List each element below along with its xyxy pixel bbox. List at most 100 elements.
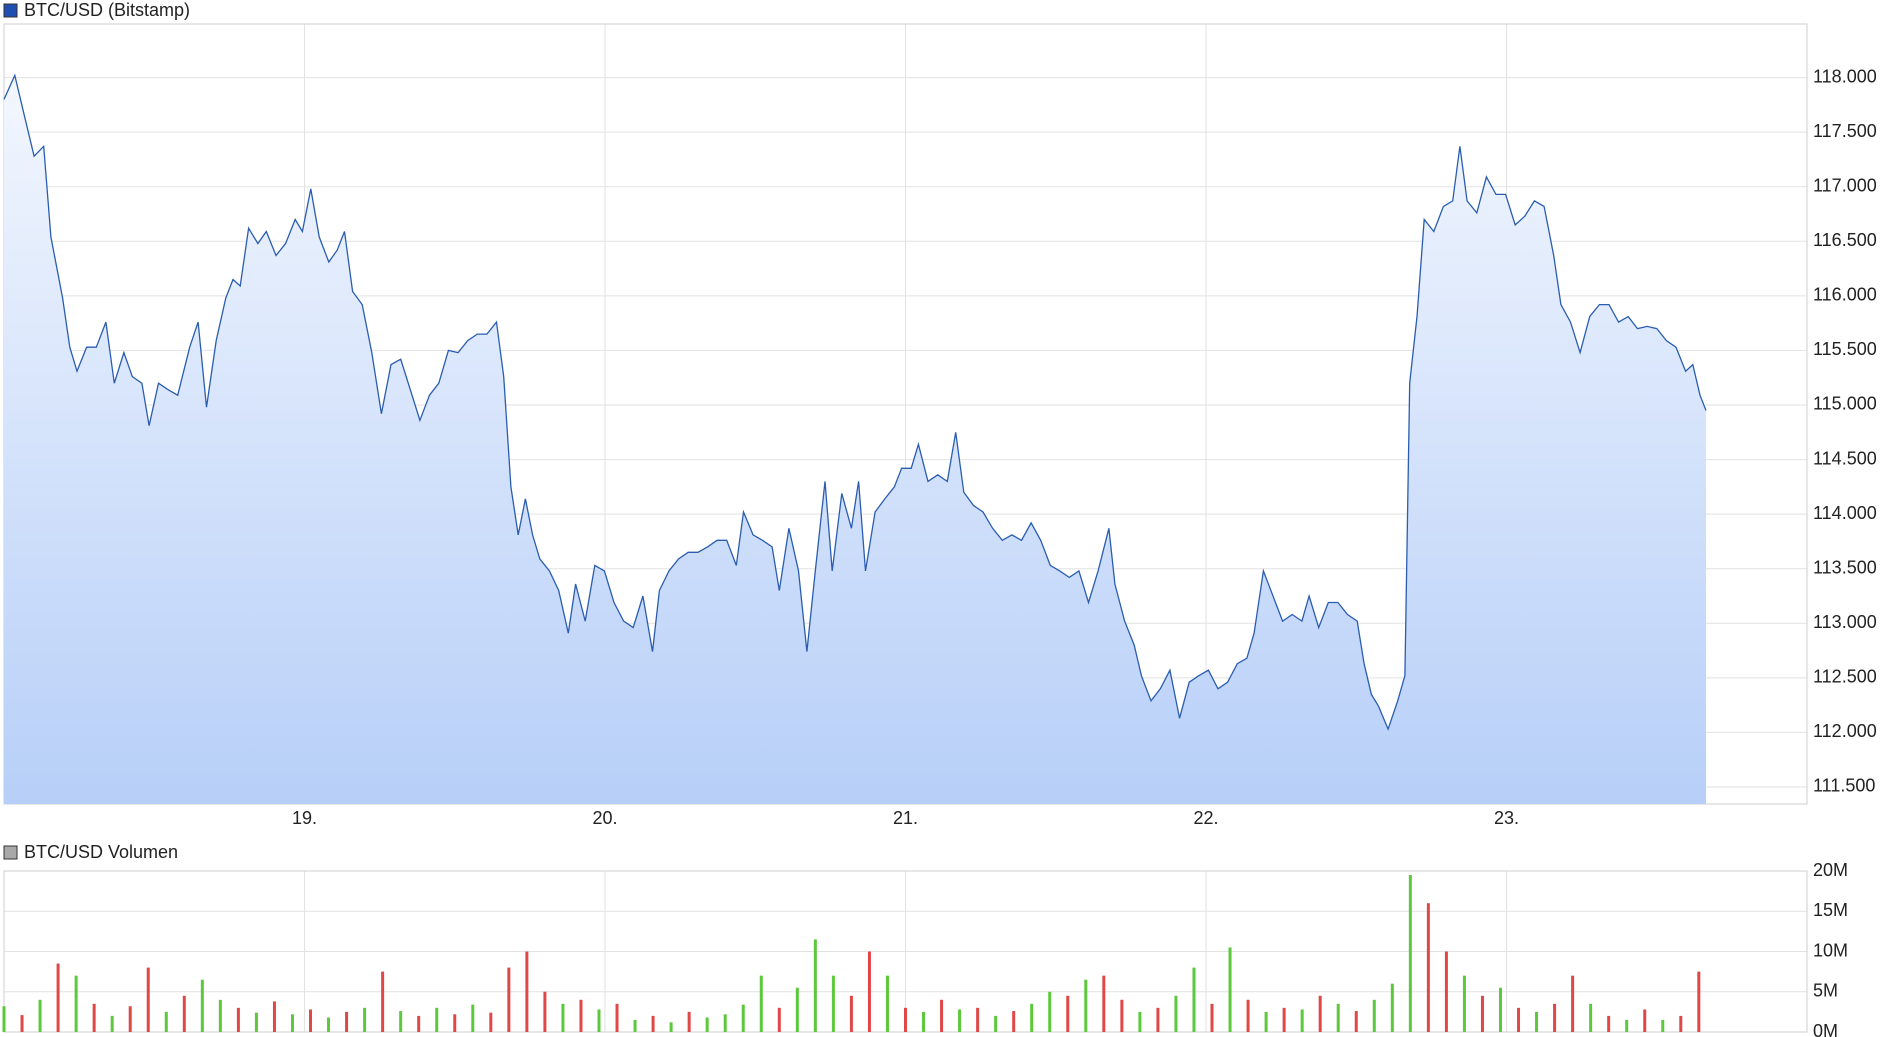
bar — [777, 1007, 781, 1032]
bar — [1300, 1009, 1304, 1032]
bar — [236, 1007, 240, 1032]
bar — [651, 1015, 655, 1032]
bar — [1102, 975, 1106, 1032]
bar — [1192, 967, 1196, 1032]
bar — [633, 1019, 637, 1032]
y-tick-label: 116.000 — [1813, 285, 1877, 305]
bar — [813, 939, 817, 1032]
y-tick-label: 116.500 — [1813, 230, 1877, 250]
bar — [1535, 1011, 1539, 1032]
y-tick-label: 114.500 — [1813, 448, 1877, 468]
legend-label: BTC/USD Volumen — [24, 842, 178, 862]
bar — [597, 1009, 601, 1032]
x-tick-label: 22. — [1193, 808, 1218, 828]
bar — [1012, 1011, 1016, 1032]
line — [3, 73, 1707, 731]
bar — [309, 1009, 313, 1032]
y-tick-label: 113.500 — [1813, 557, 1877, 577]
bar — [1462, 975, 1466, 1032]
bar — [705, 1017, 709, 1032]
bar — [1210, 1003, 1214, 1032]
bar — [579, 999, 583, 1032]
bar — [831, 975, 835, 1032]
bar — [922, 1011, 926, 1032]
bar — [345, 1011, 349, 1032]
bar — [1498, 987, 1502, 1032]
bar — [994, 1015, 998, 1032]
bar — [1408, 875, 1412, 1032]
y-tick-label: 112.500 — [1813, 667, 1877, 687]
bar — [417, 1015, 421, 1032]
bar — [1571, 975, 1575, 1032]
bar — [1697, 971, 1701, 1032]
bar — [327, 1017, 331, 1032]
bar — [1480, 995, 1484, 1032]
bar — [1372, 999, 1376, 1032]
y-tick-label: 15M — [1813, 900, 1848, 920]
x-tick-label: 20. — [592, 808, 617, 828]
legend-label: BTC/USD (Bitstamp) — [24, 0, 190, 20]
bar — [669, 1022, 673, 1032]
bar — [1553, 1003, 1557, 1032]
bar — [381, 971, 385, 1032]
y-tick-label: 115.000 — [1813, 394, 1877, 414]
bar — [2, 1006, 6, 1032]
bar — [110, 1015, 114, 1032]
y-tick-label: 113.000 — [1813, 612, 1877, 632]
bar — [1625, 1019, 1629, 1032]
bar — [1228, 947, 1232, 1032]
bar — [867, 951, 871, 1032]
y-tick-label: 114.000 — [1813, 503, 1877, 523]
legend-swatch — [3, 3, 18, 18]
bar — [146, 967, 150, 1032]
bar — [1643, 1009, 1647, 1032]
bar — [940, 999, 944, 1032]
bar — [1138, 1011, 1142, 1032]
bar — [1246, 999, 1250, 1032]
bar — [1661, 1019, 1665, 1032]
y-tick-label: 115.500 — [1813, 339, 1877, 359]
bar — [1066, 995, 1070, 1032]
bar — [1030, 1003, 1034, 1032]
bar — [507, 967, 511, 1032]
bar — [1426, 903, 1430, 1032]
y-tick-label: 117.500 — [1813, 121, 1877, 141]
bar — [363, 1007, 367, 1032]
bar — [741, 1004, 745, 1032]
bar — [1174, 995, 1178, 1032]
bar — [543, 991, 547, 1032]
area — [4, 75, 1706, 804]
bar — [489, 1012, 493, 1032]
y-tick-label: 112.000 — [1813, 721, 1877, 741]
bar — [1679, 1015, 1683, 1032]
bar — [525, 951, 529, 1032]
bar — [849, 995, 853, 1032]
bar — [1390, 983, 1394, 1032]
legend-swatch — [3, 845, 18, 860]
bar — [20, 1015, 24, 1032]
bar — [435, 1007, 439, 1032]
bar — [1084, 979, 1088, 1032]
bar — [182, 995, 186, 1032]
bar — [272, 1001, 276, 1032]
bar — [1607, 1015, 1611, 1032]
x-tick-label: 19. — [292, 808, 317, 828]
bar — [254, 1012, 258, 1032]
bar — [200, 979, 204, 1032]
bar — [453, 1014, 457, 1032]
bar — [723, 1014, 727, 1032]
bar — [74, 975, 78, 1032]
y-tick-label: 118.000 — [1813, 66, 1877, 86]
bar — [795, 987, 799, 1032]
bar — [128, 1006, 132, 1032]
bar — [1444, 951, 1448, 1032]
bar — [1120, 999, 1124, 1032]
x-tick-label: 23. — [1494, 808, 1519, 828]
bar — [164, 1011, 168, 1032]
bar — [1156, 1007, 1160, 1032]
bar — [92, 1003, 96, 1032]
bar — [290, 1014, 294, 1032]
bar — [904, 1007, 907, 1032]
